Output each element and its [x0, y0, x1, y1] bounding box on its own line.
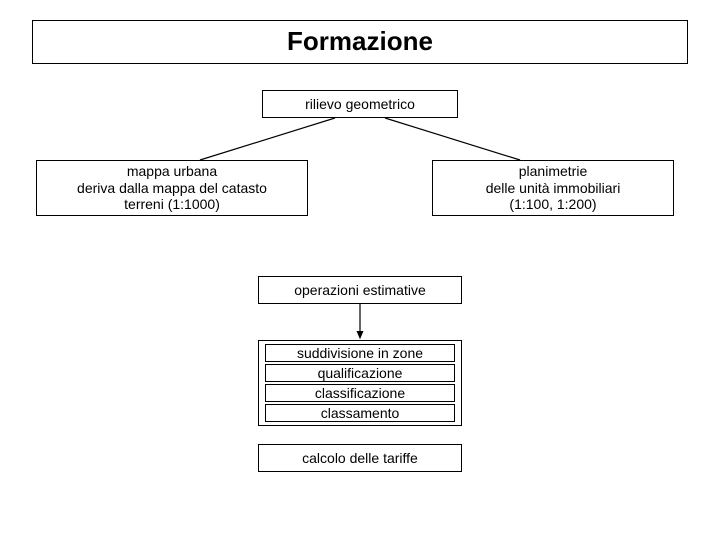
edge-operazioni-blocco	[0, 0, 720, 540]
